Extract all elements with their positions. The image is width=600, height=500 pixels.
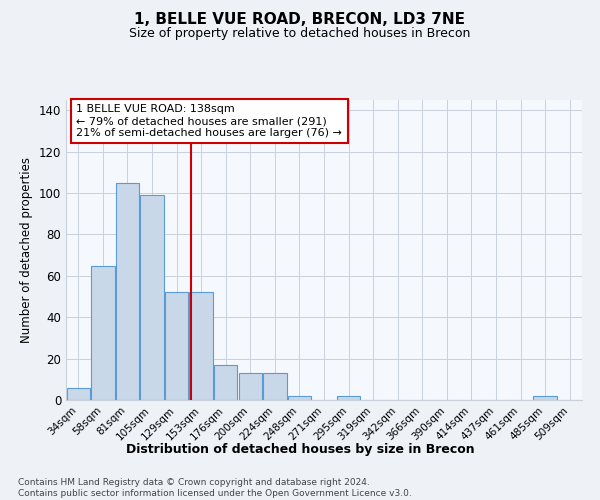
Bar <box>288 396 311 400</box>
Bar <box>190 292 213 400</box>
Bar <box>116 183 139 400</box>
Bar <box>239 373 262 400</box>
Bar <box>91 266 115 400</box>
Bar <box>140 195 164 400</box>
Text: Size of property relative to detached houses in Brecon: Size of property relative to detached ho… <box>130 28 470 40</box>
Text: 1 BELLE VUE ROAD: 138sqm
← 79% of detached houses are smaller (291)
21% of semi-: 1 BELLE VUE ROAD: 138sqm ← 79% of detach… <box>76 104 342 138</box>
Text: Distribution of detached houses by size in Brecon: Distribution of detached houses by size … <box>125 442 475 456</box>
Bar <box>214 365 238 400</box>
Y-axis label: Number of detached properties: Number of detached properties <box>20 157 33 343</box>
Bar <box>533 396 557 400</box>
Text: Contains HM Land Registry data © Crown copyright and database right 2024.
Contai: Contains HM Land Registry data © Crown c… <box>18 478 412 498</box>
Bar <box>337 396 360 400</box>
Bar <box>263 373 287 400</box>
Text: 1, BELLE VUE ROAD, BRECON, LD3 7NE: 1, BELLE VUE ROAD, BRECON, LD3 7NE <box>134 12 466 28</box>
Bar <box>67 388 90 400</box>
Bar <box>165 292 188 400</box>
